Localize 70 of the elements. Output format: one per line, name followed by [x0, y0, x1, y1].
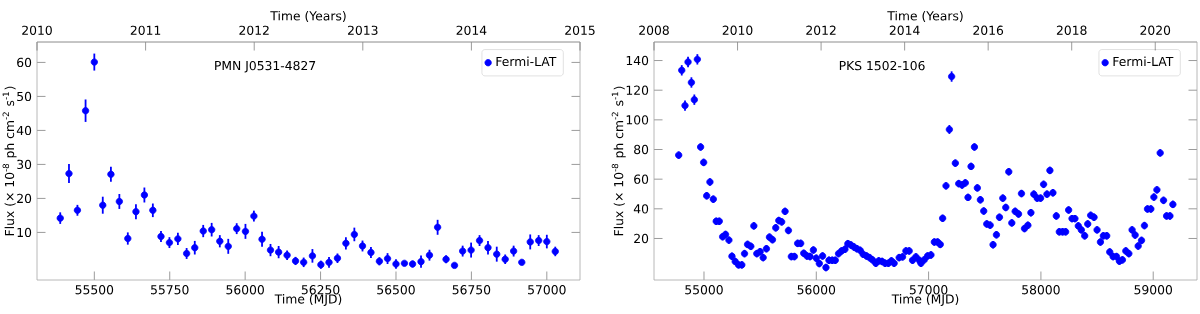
x2-tick-label: 2014	[889, 25, 920, 35]
x2-tick-label: 2010	[722, 25, 753, 35]
y-tick-label: 100	[626, 115, 649, 125]
y-tick-label: 40	[16, 125, 32, 136]
x2-axis-title: Time (Years)	[270, 10, 346, 22]
x-tick-label: 57000	[909, 285, 948, 295]
y-tick-label: 140	[626, 55, 649, 66]
point	[526, 238, 534, 246]
y-axis-title: Flux (× 10$^{-8}$ ph cm$^{-2}$ s$^{-1}$)	[611, 86, 626, 236]
point	[107, 170, 115, 178]
text: PKS 1502-106	[839, 60, 925, 71]
text: PMN J0531-4827	[215, 60, 316, 73]
y-tick-label: 40	[633, 204, 649, 214]
point	[350, 230, 358, 239]
point	[484, 244, 492, 252]
point	[208, 226, 216, 234]
x2-tick-label: 2008	[639, 25, 669, 35]
point	[99, 201, 107, 209]
point	[434, 223, 442, 231]
x-tick-label: 59000	[1134, 285, 1173, 295]
x-axis-title: Time (MJD)	[891, 294, 959, 306]
point	[224, 242, 232, 250]
x2-tick-label: 2015	[565, 25, 595, 35]
legend-label: Fermi-LAT	[496, 56, 557, 67]
y-tick-label: 20	[17, 193, 32, 204]
y-tick-label: 60	[634, 174, 649, 184]
x2-tick-label: 2016	[973, 25, 1004, 35]
x-tick-label: 56750	[452, 285, 491, 295]
point	[132, 208, 140, 216]
x-tick-label: 58000	[1022, 285, 1060, 295]
point	[543, 237, 551, 246]
x-tick-label: 55750	[151, 285, 189, 295]
x-tick-label: 56000	[226, 285, 264, 295]
point	[191, 244, 199, 252]
x2-tick-label: 2010	[22, 25, 52, 35]
x-tick-label: 57000	[528, 285, 566, 295]
point	[81, 107, 90, 115]
point	[467, 246, 475, 254]
x-tick-label: 56000	[797, 285, 836, 295]
y-tick-label: 20	[634, 233, 649, 244]
x2-axis-title: Time (Years)	[887, 10, 963, 22]
x2-tick-label: 2012	[239, 25, 269, 35]
point	[149, 206, 157, 214]
y-tick-label: 30	[17, 159, 32, 170]
point	[493, 250, 501, 258]
point	[65, 169, 73, 178]
point	[258, 235, 266, 243]
point	[115, 197, 123, 206]
x2-tick-label: 2018	[1056, 25, 1087, 35]
x-tick-label: 56500	[377, 285, 415, 295]
point	[308, 252, 317, 260]
point	[90, 58, 98, 66]
y-axis-title: Flux (× 10$^{-8}$ ph cm$^{-2}$ s$^{-1}$)	[2, 86, 17, 236]
y-tick-label: 60	[17, 57, 32, 68]
x-tick-label: 56250	[301, 285, 340, 295]
y-tick-label: 120	[626, 85, 649, 95]
point	[140, 191, 148, 199]
x2-tick-label: 2014	[456, 25, 487, 35]
x-axis-title: Time (MJD)	[274, 294, 342, 306]
x-tick-label: 55500	[75, 285, 114, 295]
y-tick-label: 10	[17, 227, 32, 238]
y-tick-label: 80	[634, 144, 649, 155]
x2-tick-label: 2011	[130, 25, 161, 35]
x2-tick-label: 2013	[347, 25, 378, 35]
y-tick-label: 50	[17, 91, 32, 102]
x-tick-label: 55000	[685, 285, 723, 295]
point	[241, 227, 250, 235]
x2-tick-label: 2012	[806, 25, 836, 35]
legend-label: Fermi-LAT	[1113, 56, 1174, 67]
x2-tick-label: 2020	[1140, 25, 1171, 35]
